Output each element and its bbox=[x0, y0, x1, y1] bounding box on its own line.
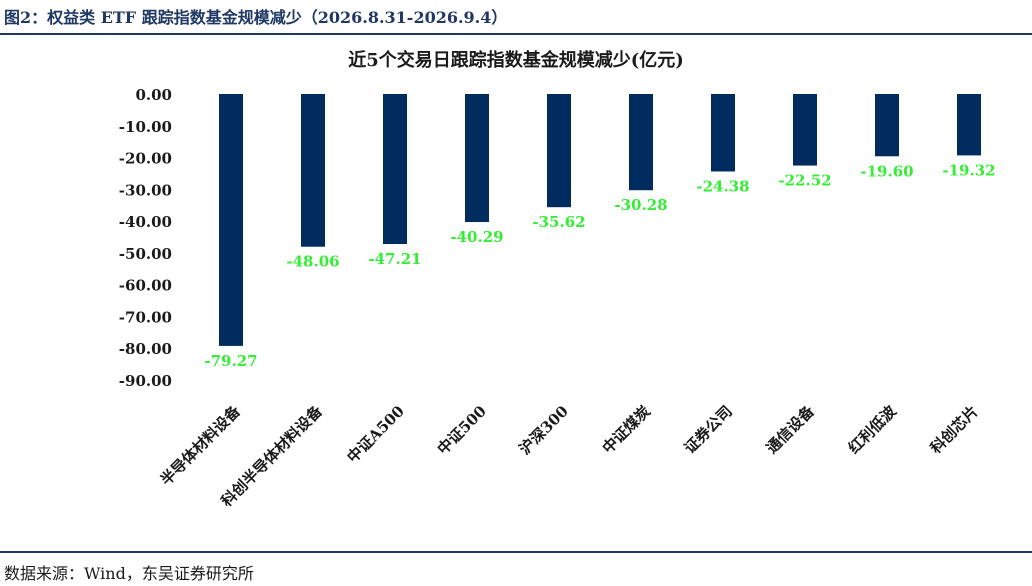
y-tick-label: -70.00 bbox=[119, 308, 172, 326]
y-tick-label: -10.00 bbox=[119, 118, 172, 136]
x-tick-label: 沪深300 bbox=[516, 402, 572, 458]
y-tick-label: -60.00 bbox=[119, 277, 172, 295]
bar bbox=[875, 94, 899, 157]
bar-value-label: -47.21 bbox=[368, 250, 421, 268]
bar bbox=[957, 94, 981, 156]
bar bbox=[793, 94, 817, 166]
y-axis: 0.00 -10.00 -20.00 -30.00 -40.00 -50.00 -60.00… bbox=[119, 86, 172, 390]
x-tick-label: 中证煤炭 bbox=[599, 402, 654, 457]
y-tick-label: 0.00 bbox=[135, 86, 172, 104]
bars bbox=[219, 94, 981, 346]
bar bbox=[547, 94, 571, 208]
y-tick-label: -30.00 bbox=[119, 181, 172, 199]
x-tick-label: 证券公司 bbox=[681, 402, 736, 457]
top-rule bbox=[0, 33, 1032, 35]
bar bbox=[465, 94, 489, 223]
y-tick-label: -50.00 bbox=[119, 245, 172, 263]
x-tick-label: 半导体材料设备 bbox=[157, 401, 245, 489]
bar-value-label: -22.52 bbox=[778, 172, 831, 190]
bar bbox=[219, 94, 243, 346]
bar-value-label: -40.29 bbox=[450, 228, 503, 246]
bar bbox=[383, 94, 407, 245]
chart-title: 近5个交易日跟踪指数基金规模减少(亿元) bbox=[348, 49, 684, 71]
bar-value-label: -35.62 bbox=[532, 213, 585, 231]
bar bbox=[301, 94, 325, 247]
y-tick-label: -90.00 bbox=[119, 372, 172, 390]
x-tick-label: 中证500 bbox=[434, 402, 490, 458]
x-tick-label: 中证A500 bbox=[344, 402, 408, 466]
bar bbox=[711, 94, 735, 172]
y-tick-label: -80.00 bbox=[119, 340, 172, 358]
bar-value-label: -30.28 bbox=[614, 196, 667, 214]
source-note: 数据来源：Wind，东吴证券研究所 bbox=[4, 564, 254, 583]
x-tick-label: 通信设备 bbox=[763, 401, 819, 457]
bottom-rule bbox=[0, 551, 1032, 553]
x-tick-label: 红利低波 bbox=[845, 401, 901, 457]
y-tick-label: -40.00 bbox=[119, 213, 172, 231]
bar-value-label: -24.38 bbox=[696, 177, 749, 195]
bar-value-label: -79.27 bbox=[204, 352, 257, 370]
figure-title: 图2：权益类 ETF 跟踪指数基金规模减少（2026.8.31-2026.9.4… bbox=[4, 8, 508, 27]
bar-value-label: -19.32 bbox=[942, 161, 995, 179]
data-labels: -79.27 -48.06 -47.21 -40.29 -35.62 -30.28 -24.… bbox=[204, 161, 995, 370]
bar-value-label: -48.06 bbox=[286, 253, 339, 271]
x-tick-label: 科创芯片 bbox=[927, 402, 982, 457]
bar-chart: 近5个交易日跟踪指数基金规模减少(亿元) 0.00 -10.00 -20.00 -30… bbox=[119, 49, 996, 510]
y-tick-label: -20.00 bbox=[119, 150, 172, 168]
bar-value-label: -19.60 bbox=[860, 162, 913, 180]
bar bbox=[629, 94, 653, 191]
